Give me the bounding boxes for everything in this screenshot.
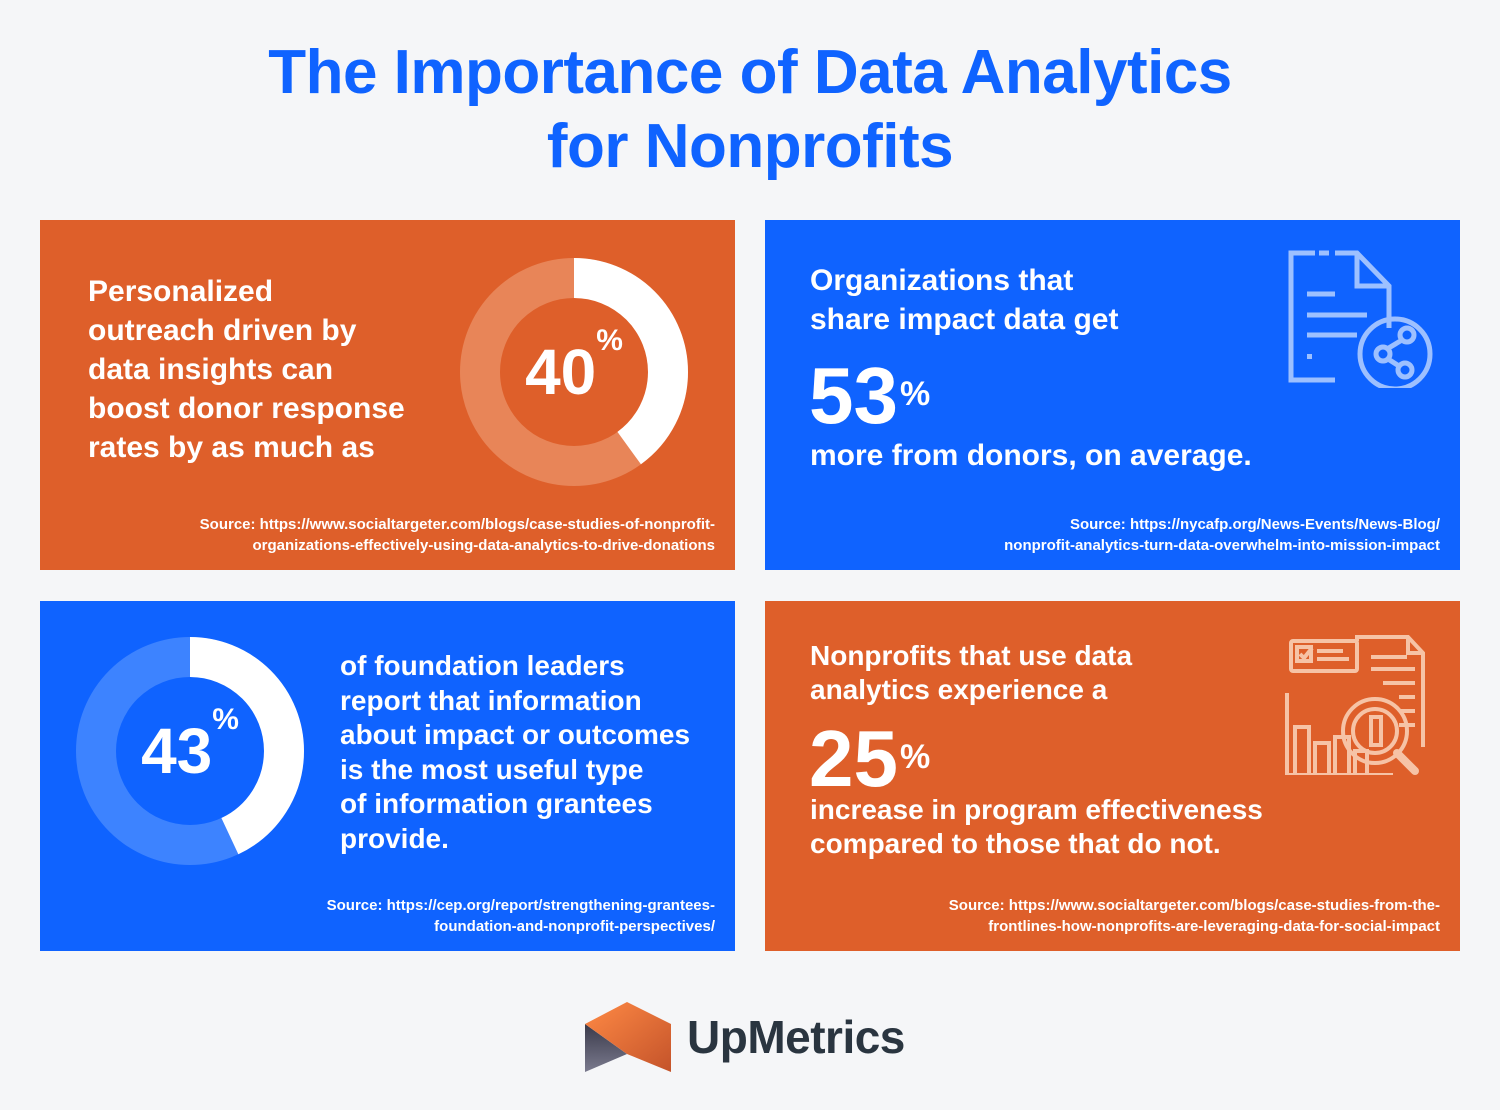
text-line: about impact or outcomes xyxy=(340,719,691,750)
stat-card-program-effectiveness: Nonprofits that use data analytics exper… xyxy=(765,601,1460,951)
text-line: is the most useful type xyxy=(340,753,644,785)
donut-ring xyxy=(76,637,304,865)
text-line: Personalized xyxy=(88,275,274,308)
donut-ring xyxy=(460,258,688,486)
stat-figure: 25% xyxy=(809,719,930,799)
text-line: provide. xyxy=(340,822,449,854)
source-line: frontlines-how-nonprofits-are-leveraging… xyxy=(988,918,1440,935)
text-line: share impact data get xyxy=(810,303,1119,336)
text-line: analytics experience a xyxy=(810,674,1108,705)
source-line: foundation-and-nonprofit-perspectives/ xyxy=(434,918,715,935)
stat-unit: % xyxy=(899,738,931,776)
card-text: Personalized outreach driven by data ins… xyxy=(88,272,405,467)
source-citation: Source: https://cep.org/report/strengthe… xyxy=(327,895,715,937)
text-line: of foundation leaders xyxy=(340,650,625,681)
stat-value: 43 xyxy=(141,715,213,787)
source-citation: Source: https://www.socialtargeter.com/b… xyxy=(949,895,1440,937)
source-citation: Source: https://nycafp.org/News-Events/N… xyxy=(1004,514,1440,556)
document-share-icon xyxy=(1285,248,1435,393)
stat-unit: % xyxy=(899,375,931,413)
donut-chart-40: 40% xyxy=(458,256,690,488)
source-line: nonprofit-analytics-turn-data-overwhelm-… xyxy=(1004,537,1440,554)
title-line-2: for Nonprofits xyxy=(546,112,954,181)
text-line: outreach driven by xyxy=(88,314,357,347)
card-tail-text: increase in program effectiveness compar… xyxy=(810,793,1263,861)
stat-card-donor-response: Personalized outreach driven by data ins… xyxy=(40,220,735,570)
stat-value: 53 xyxy=(809,351,898,440)
stat-figure: 53% xyxy=(809,356,930,436)
text-line: boost donor response xyxy=(88,392,405,425)
donut-value: 40% xyxy=(458,256,690,488)
stat-value: 25 xyxy=(809,714,898,803)
stat-unit: % xyxy=(212,703,239,736)
text-line: Nonprofits that use data xyxy=(810,640,1133,671)
stat-unit: % xyxy=(596,324,623,357)
text-line: increase in program effectiveness xyxy=(810,794,1263,825)
stat-card-foundation-leaders: 43% of foundation leaders report that in… xyxy=(40,601,735,951)
source-line: Source: https://www.socialtargeter.com/b… xyxy=(948,897,1440,914)
source-line: Source: https://cep.org/report/strengthe… xyxy=(326,897,715,914)
upmetrics-logo: UpMetrics xyxy=(585,1000,905,1074)
text-line: compared to those that do not. xyxy=(810,828,1221,859)
text-line: rates by as much as xyxy=(88,431,375,464)
source-line: Source: https://www.socialtargeter.com/b… xyxy=(199,516,715,533)
card-tail-text: more from donors, on average. xyxy=(810,439,1252,472)
analytics-report-magnifier-icon xyxy=(1283,635,1433,780)
card-text: of foundation leaders report that inform… xyxy=(340,649,690,856)
source-citation: Source: https://www.socialtargeter.com/b… xyxy=(200,514,715,556)
stat-card-impact-data: Organizations that share impact data get… xyxy=(765,220,1460,570)
text-line: Organizations that xyxy=(810,264,1074,297)
text-line: report that information xyxy=(340,684,642,716)
title-line-1: The Importance of Data Analytics xyxy=(268,38,1232,107)
donut-value: 43% xyxy=(74,635,306,867)
page-title: The Importance of Data Analytics for Non… xyxy=(0,36,1500,184)
upmetrics-logo-icon xyxy=(585,1002,671,1072)
source-line: organizations-effectively-using-data-ana… xyxy=(252,537,715,554)
brand-name: UpMetrics xyxy=(687,1011,905,1063)
card-lead-text: Organizations that share impact data get xyxy=(810,261,1118,339)
source-line: Source: https://nycafp.org/News-Events/N… xyxy=(1069,516,1440,533)
text-line: of information grantees xyxy=(340,788,653,819)
text-line: data insights can xyxy=(88,353,334,386)
card-lead-text: Nonprofits that use data analytics exper… xyxy=(810,639,1132,707)
stat-value: 40 xyxy=(525,336,597,408)
donut-chart-43: 43% xyxy=(74,635,306,867)
